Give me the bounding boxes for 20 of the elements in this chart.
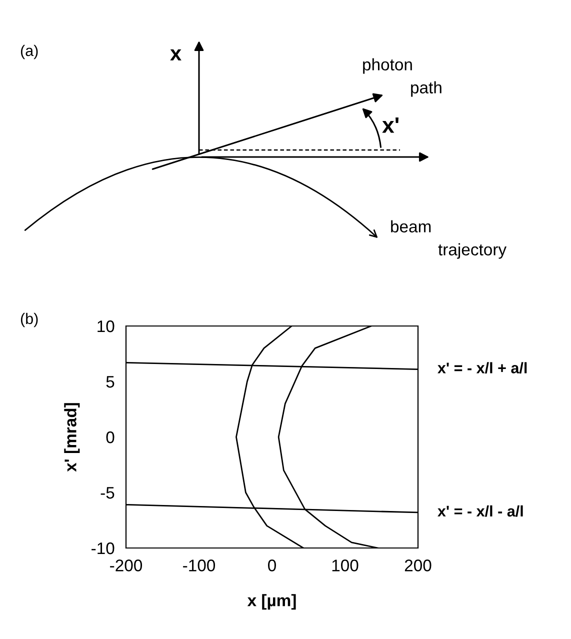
annotation: x' = - x/l + a/l bbox=[438, 362, 527, 374]
x-tick-label: -200 bbox=[110, 560, 142, 572]
text: photon path bbox=[363, 58, 442, 97]
text: x bbox=[170, 49, 182, 60]
annotation: x' = - x/l - a/l bbox=[438, 505, 523, 517]
y-tick-label: -10 bbox=[92, 542, 114, 554]
chart-title: (b) bbox=[20, 312, 38, 328]
x-tick-label: 100 bbox=[332, 560, 358, 572]
y-tick-label: 0 bbox=[106, 431, 114, 444]
x-tick-label: 0 bbox=[268, 560, 276, 572]
x-axis-title: x [µm] bbox=[247, 594, 296, 610]
y-tick-label: 5 bbox=[106, 376, 114, 388]
text: beam trajectory bbox=[391, 220, 507, 259]
text: x' bbox=[382, 117, 398, 133]
text: (a) bbox=[20, 44, 38, 60]
y-axis-title: x' [mrad] bbox=[64, 403, 80, 472]
y-tick-label: 10 bbox=[98, 320, 114, 332]
y-tick-label: -5 bbox=[100, 487, 114, 499]
x-tick-label: -100 bbox=[183, 560, 216, 572]
x-tick-label: 200 bbox=[404, 560, 432, 572]
